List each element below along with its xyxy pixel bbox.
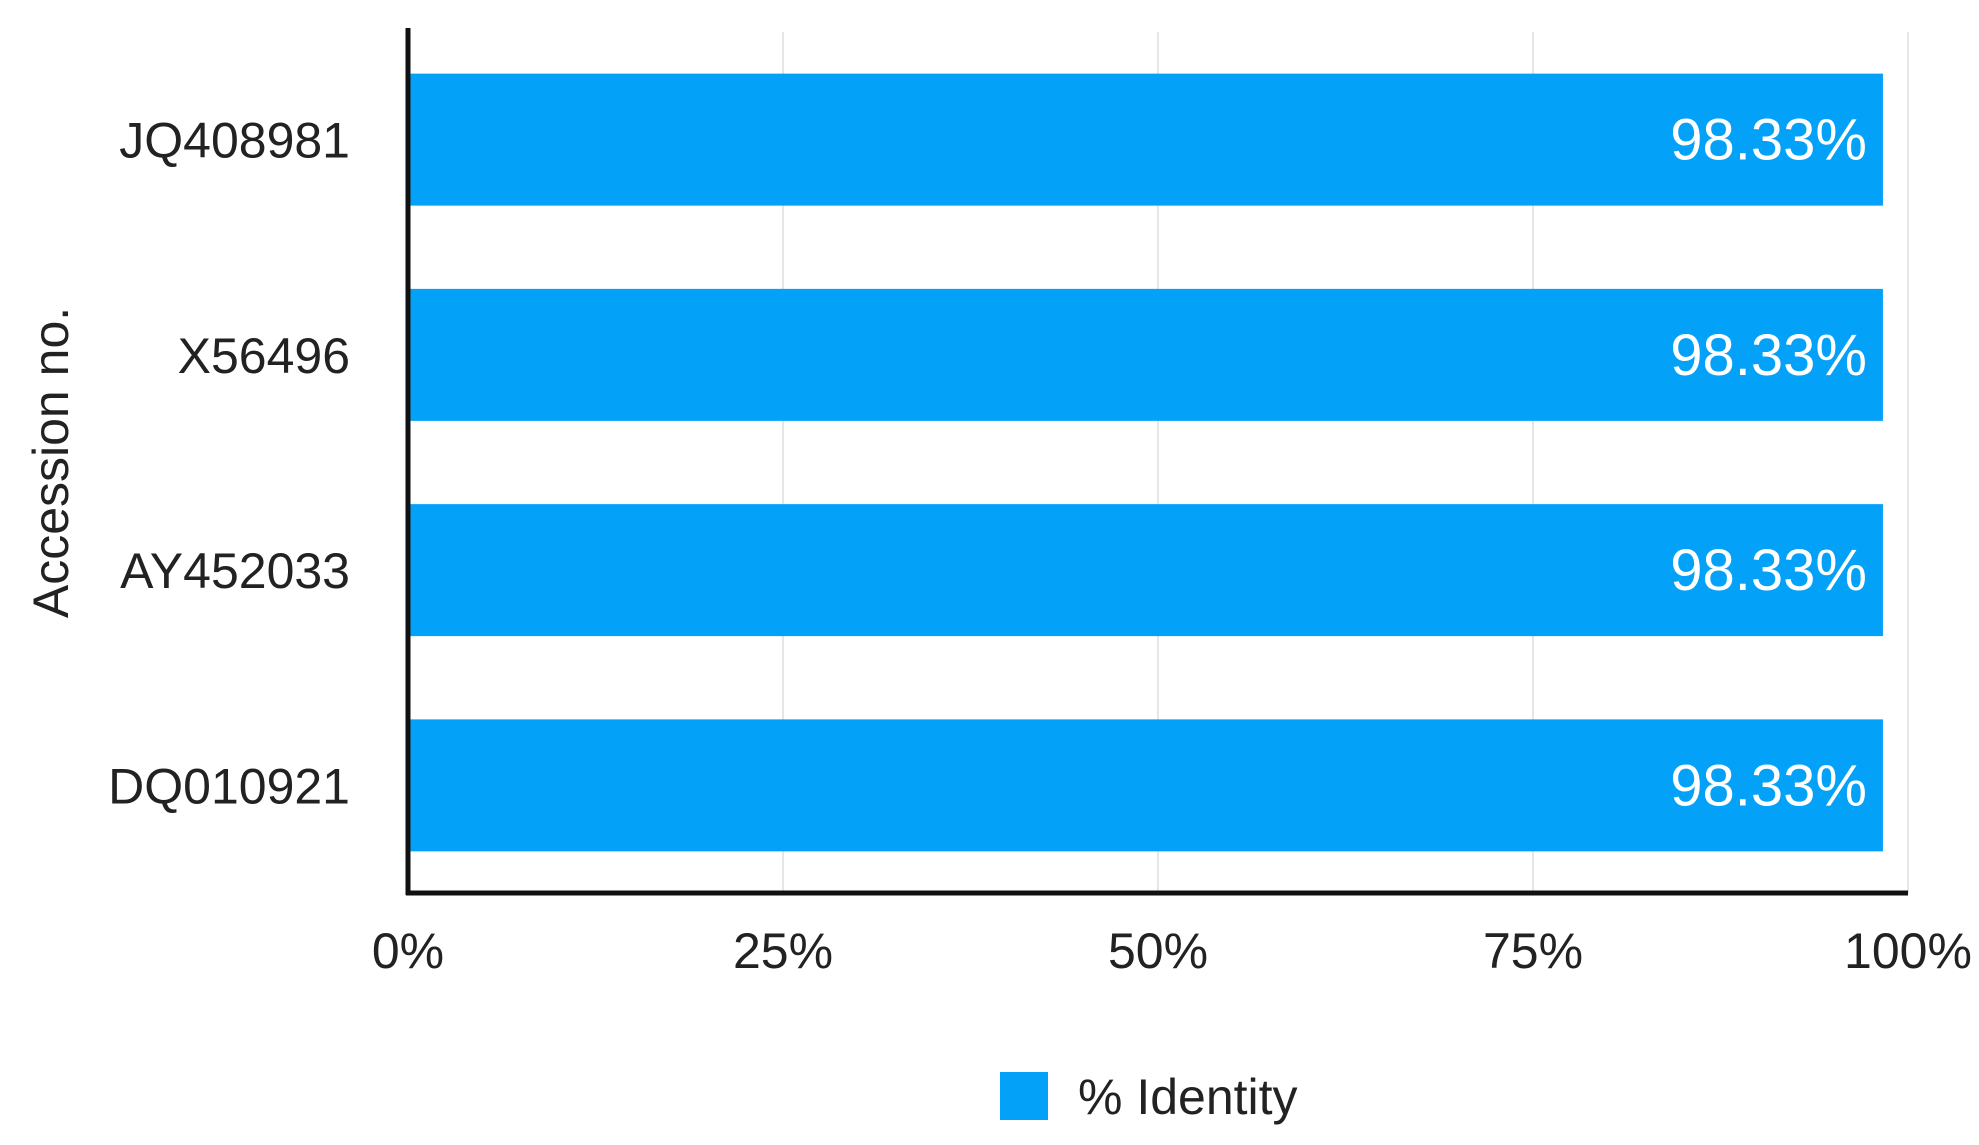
x-tick-label-2: 50% <box>1108 923 1208 979</box>
x-tick-label-1: 25% <box>733 923 833 979</box>
value-label-4: 98.33% <box>1670 753 1867 818</box>
bars <box>408 73 1883 852</box>
category-label-1: JQ408981 <box>119 113 350 169</box>
bar-1 <box>408 73 1883 206</box>
category-label-3: AY452033 <box>120 543 350 599</box>
value-label-2: 98.33% <box>1670 323 1867 388</box>
bar-3 <box>408 504 1883 637</box>
axes <box>405 28 1908 896</box>
legend-swatch <box>1000 1072 1048 1120</box>
value-label-1: 98.33% <box>1670 108 1867 173</box>
y-axis-title: Accession no. <box>23 307 79 618</box>
value-labels: 98.33% 98.33% 98.33% 98.33% <box>1670 108 1867 819</box>
x-tick-label-3: 75% <box>1483 923 1583 979</box>
category-labels: JQ408981 X56496 AY452033 DQ010921 <box>108 113 350 815</box>
legend: % Identity <box>1000 1069 1298 1125</box>
x-tick-label-4: 100% <box>1844 923 1972 979</box>
bar-2 <box>408 288 1883 421</box>
category-label-2: X56496 <box>178 328 350 384</box>
value-label-3: 98.33% <box>1670 538 1867 603</box>
bar-4 <box>408 719 1883 852</box>
x-tick-labels: 0% 25% 50% 75% 100% <box>372 923 1972 979</box>
category-label-4: DQ010921 <box>108 758 350 814</box>
x-tick-label-0: 0% <box>372 923 444 979</box>
legend-label: % Identity <box>1078 1069 1298 1125</box>
